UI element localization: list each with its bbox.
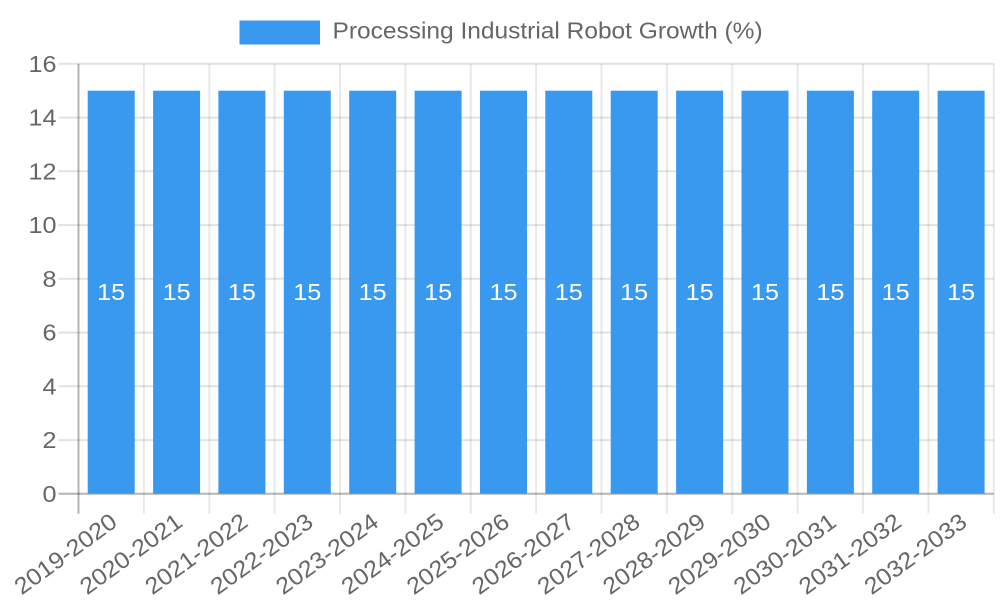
svg-text:15: 15 <box>359 279 387 305</box>
svg-text:8: 8 <box>43 266 57 292</box>
svg-text:4: 4 <box>43 373 57 399</box>
svg-text:0: 0 <box>43 481 57 507</box>
svg-text:15: 15 <box>947 279 975 305</box>
svg-text:15: 15 <box>97 279 125 305</box>
svg-text:15: 15 <box>620 279 648 305</box>
svg-text:2: 2 <box>43 427 57 453</box>
svg-text:15: 15 <box>490 279 518 305</box>
svg-text:15: 15 <box>163 279 191 305</box>
svg-text:15: 15 <box>882 279 910 305</box>
svg-text:15: 15 <box>424 279 452 305</box>
svg-text:15: 15 <box>751 279 779 305</box>
svg-text:6: 6 <box>43 320 57 346</box>
svg-text:15: 15 <box>686 279 714 305</box>
svg-text:15: 15 <box>293 279 321 305</box>
svg-text:15: 15 <box>816 279 844 305</box>
svg-text:15: 15 <box>228 279 256 305</box>
svg-text:10: 10 <box>29 212 57 238</box>
svg-text:Processing Industrial Robot Gr: Processing Industrial Robot Growth (%) <box>333 18 763 44</box>
svg-text:12: 12 <box>29 158 57 184</box>
svg-text:14: 14 <box>29 105 57 131</box>
svg-text:16: 16 <box>29 51 57 77</box>
svg-text:15: 15 <box>555 279 583 305</box>
